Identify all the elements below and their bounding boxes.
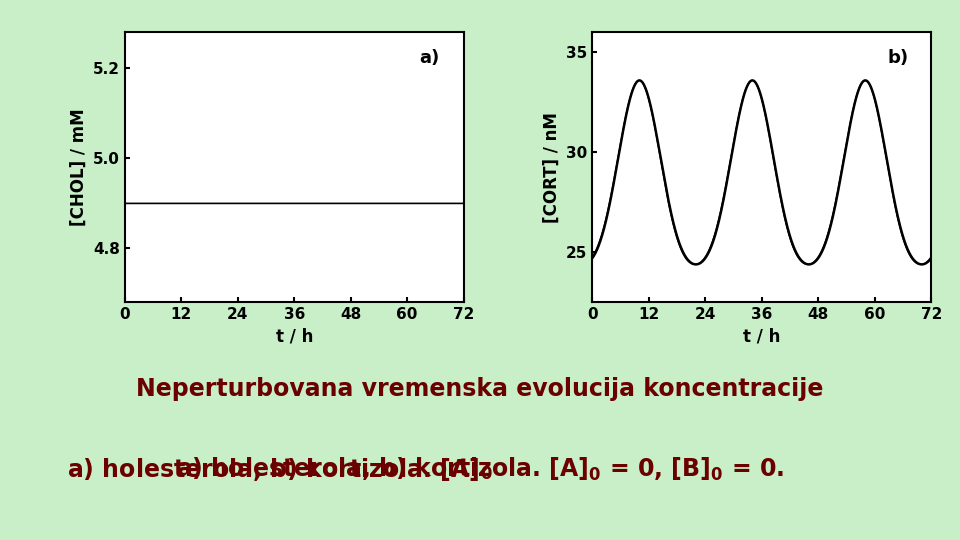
Text: Neperturbovana vremenska evolucija koncentracije: Neperturbovana vremenska evolucija konce… [136,377,824,401]
Y-axis label: [CORT] / nM: [CORT] / nM [542,112,561,223]
Text: b): b) [887,49,908,66]
Text: a) holesterola, b) kortizola. $\mathbf{[A]}$: a) holesterola, b) kortizola. $\mathbf{[… [67,456,480,483]
Text: $\mathbf{_0}$: $\mathbf{_0}$ [480,458,492,482]
Y-axis label: [CHOL] / mM: [CHOL] / mM [69,109,87,226]
X-axis label: t / h: t / h [276,328,313,346]
X-axis label: t / h: t / h [743,328,780,346]
Text: a) holesterola, b) kortizola. [A]$_\mathbf{0}$ = 0, [B]$_\mathbf{0}$ = 0.: a) holesterola, b) kortizola. [A]$_\math… [176,456,784,483]
Text: a): a) [420,49,440,66]
